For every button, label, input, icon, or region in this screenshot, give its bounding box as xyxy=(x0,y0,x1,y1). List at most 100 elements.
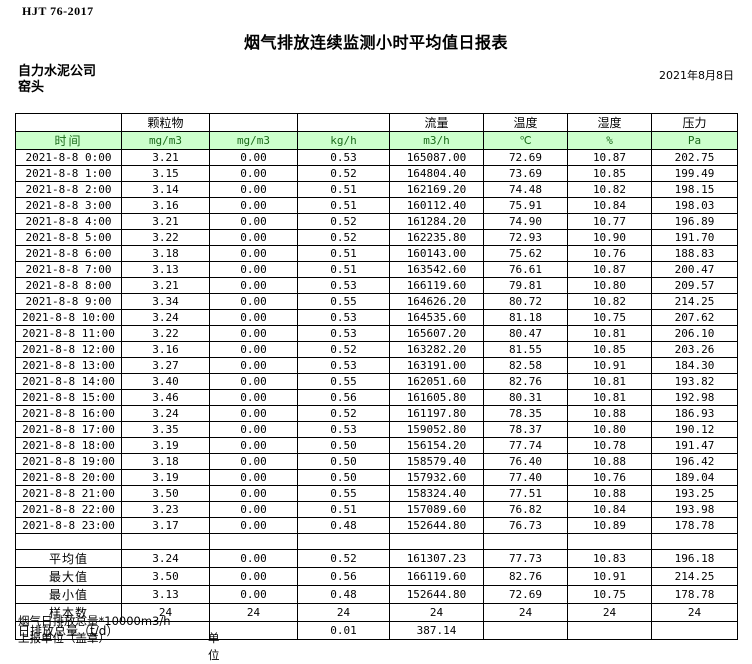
cell-particulate-conc: 3.23 xyxy=(121,501,210,518)
cell-pressure: 214.25 xyxy=(651,293,738,310)
cell-particulate-rate: 0.52 xyxy=(297,229,390,246)
cell-particulate-rate: 0.53 xyxy=(297,149,390,166)
cell-humidity: 10.81 xyxy=(567,389,652,406)
cell-pressure: 203.26 xyxy=(651,341,738,358)
cell-humidity: 10.80 xyxy=(567,421,652,438)
table-row: 2021-8-8 4:00 3.21 0.00 0.52 161284.20 74.90 1… xyxy=(15,213,738,230)
table-row: 2021-8-8 8:00 3.21 0.00 0.53 166119.60 79.81 1… xyxy=(15,277,738,294)
cell-time: 2021-8-8 3:00 xyxy=(15,197,122,214)
cell-spacer xyxy=(297,533,390,550)
cell-temperature: 74.48 xyxy=(483,181,568,198)
cell-pressure: 178.78 xyxy=(651,517,738,534)
company-block: 自力水泥公司 窑头 xyxy=(18,64,96,96)
group-header-temperature: 温度 xyxy=(483,113,568,132)
cell-temperature: 76.40 xyxy=(483,453,568,470)
cell-pressure: 188.83 xyxy=(651,245,738,262)
cell-humidity: 10.87 xyxy=(567,149,652,166)
table-row: 2021-8-8 1:00 3.15 0.00 0.52 164804.40 73.69 1… xyxy=(15,165,738,182)
cell-time: 2021-8-8 10:00 xyxy=(15,309,122,326)
cell-flow: 164535.60 xyxy=(389,309,484,326)
summary-cell-flow: 24 xyxy=(389,603,484,622)
cell-particulate-conc2: 0.00 xyxy=(209,469,298,486)
daily-total-blank xyxy=(567,621,652,640)
cell-time: 2021-8-8 0:00 xyxy=(15,149,122,166)
daily-total-particulate-rate: 0.01 xyxy=(297,621,390,640)
cell-particulate-conc: 3.18 xyxy=(121,453,210,470)
cell-flow: 165087.00 xyxy=(389,149,484,166)
cell-pressure: 191.70 xyxy=(651,229,738,246)
cell-pressure: 209.57 xyxy=(651,277,738,294)
cell-pressure: 191.47 xyxy=(651,437,738,454)
cell-time: 2021-8-8 17:00 xyxy=(15,421,122,438)
daily-total-blank xyxy=(209,621,298,640)
table-row: 2021-8-8 5:00 3.22 0.00 0.52 162235.80 72.93 1… xyxy=(15,229,738,246)
cell-time: 2021-8-8 7:00 xyxy=(15,261,122,278)
cell-spacer xyxy=(121,533,210,550)
cell-particulate-rate: 0.51 xyxy=(297,181,390,198)
cell-pressure: 200.47 xyxy=(651,261,738,278)
cell-pressure: 198.15 xyxy=(651,181,738,198)
cell-particulate-conc: 3.40 xyxy=(121,373,210,390)
cell-pressure: 184.30 xyxy=(651,357,738,374)
summary-cell-temperature: 72.69 xyxy=(483,585,568,604)
cell-humidity: 10.82 xyxy=(567,181,652,198)
cell-particulate-rate: 0.50 xyxy=(297,437,390,454)
table-row: 2021-8-8 2:00 3.14 0.00 0.51 162169.20 74.48 1… xyxy=(15,181,738,198)
cell-flow: 160143.00 xyxy=(389,245,484,262)
summary-cell-flow: 161307.23 xyxy=(389,549,484,568)
cell-temperature: 80.47 xyxy=(483,325,568,342)
cell-particulate-conc: 3.18 xyxy=(121,245,210,262)
company-unit: 窑头 xyxy=(18,80,45,95)
footer-notes: 烟气日排放总量*10000m3/h 上报单位（盖章） 单位 xyxy=(18,613,220,662)
cell-particulate-rate: 0.53 xyxy=(297,325,390,342)
summary-label: 平均值 xyxy=(15,549,122,568)
summary-cell-humidity: 10.91 xyxy=(567,567,652,586)
summary-cell-particulate-rate: 0.52 xyxy=(297,549,390,568)
cell-spacer xyxy=(567,533,652,550)
summary-cell-particulate-conc: 3.24 xyxy=(121,549,210,568)
cell-particulate-conc2: 0.00 xyxy=(209,517,298,534)
cell-pressure: 190.12 xyxy=(651,421,738,438)
cell-particulate-conc2: 0.00 xyxy=(209,229,298,246)
cell-temperature: 77.51 xyxy=(483,485,568,502)
summary-row: 最大值 3.50 0.00 0.56 166119.60 82.76 10.91 214.25 xyxy=(15,567,738,586)
cell-temperature: 77.40 xyxy=(483,469,568,486)
cell-humidity: 10.76 xyxy=(567,245,652,262)
cell-flow: 165607.20 xyxy=(389,325,484,342)
cell-particulate-conc2: 0.00 xyxy=(209,357,298,374)
group-header-flow: 流量 xyxy=(389,113,484,132)
cell-particulate-conc2: 0.00 xyxy=(209,325,298,342)
cell-particulate-conc: 3.21 xyxy=(121,277,210,294)
cell-flow: 159052.80 xyxy=(389,421,484,438)
table-row: 2021-8-8 22:00 3.23 0.00 0.51 157089.60 76.82… xyxy=(15,501,738,518)
cell-particulate-conc: 3.50 xyxy=(121,485,210,502)
company-name: 自力水泥公司 xyxy=(18,64,97,79)
cell-particulate-conc: 3.14 xyxy=(121,181,210,198)
summary-cell-flow: 166119.60 xyxy=(389,567,484,586)
cell-particulate-conc2: 0.00 xyxy=(209,373,298,390)
cell-particulate-rate: 0.51 xyxy=(297,501,390,518)
cell-particulate-rate: 0.53 xyxy=(297,309,390,326)
table-row: 2021-8-8 13:00 3.27 0.00 0.53 163191.00 82.58… xyxy=(15,357,738,374)
daily-total-blank xyxy=(651,621,738,640)
cell-temperature: 82.58 xyxy=(483,357,568,374)
cell-time: 2021-8-8 1:00 xyxy=(15,165,122,182)
cell-particulate-conc2: 0.00 xyxy=(209,421,298,438)
cell-time: 2021-8-8 22:00 xyxy=(15,501,122,518)
page-title: 烟气排放连续监测小时平均值日报表 xyxy=(243,33,508,52)
cell-particulate-rate: 0.51 xyxy=(297,245,390,262)
summary-cell-flow: 152644.80 xyxy=(389,585,484,604)
cell-flow: 160112.40 xyxy=(389,197,484,214)
table-row: 2021-8-8 6:00 3.18 0.00 0.51 160143.00 75.62 1… xyxy=(15,245,738,262)
cell-particulate-rate: 0.56 xyxy=(297,389,390,406)
cell-pressure: 186.93 xyxy=(651,405,738,422)
cell-particulate-rate: 0.53 xyxy=(297,357,390,374)
cell-particulate-conc2: 0.00 xyxy=(209,389,298,406)
cell-particulate-rate: 0.55 xyxy=(297,485,390,502)
cell-particulate-conc: 3.21 xyxy=(121,149,210,166)
cell-particulate-conc: 3.34 xyxy=(121,293,210,310)
cell-time: 2021-8-8 14:00 xyxy=(15,373,122,390)
summary-cell-temperature: 24 xyxy=(483,603,568,622)
cell-spacer xyxy=(15,533,122,550)
cell-humidity: 10.88 xyxy=(567,453,652,470)
